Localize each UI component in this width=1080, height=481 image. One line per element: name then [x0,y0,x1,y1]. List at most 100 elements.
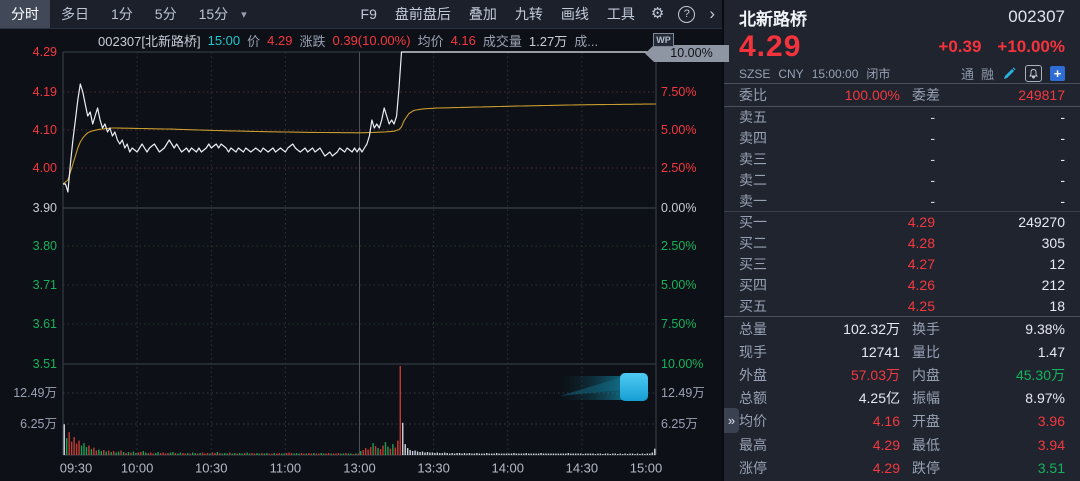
market-status: 闭市 [866,67,891,81]
stat-label: 均价 [739,413,767,430]
timeshare-chart[interactable]: 4.29 4.19 4.10 4.00 3.90 3.80 3.71 3.61 3.51 7.50… [0,28,722,481]
menu-item-1[interactable]: 盘前盘后 [394,6,451,22]
settings-gear-icon[interactable]: ⚙ [650,5,665,22]
stat-label: 总量 [739,320,767,337]
quote-header: 北新路桥 002307 [739,0,1065,30]
divider [724,106,1080,107]
period-tab-4[interactable]: 15分 [198,6,229,22]
ask-row-3[interactable]: 卖二 - - [739,169,1065,190]
ask-price: - [930,150,935,167]
ask-row-4[interactable]: 卖一 - - [739,190,1065,211]
stat-value: 8.97% [1025,390,1065,407]
volume-axis-label: 12.49万 [13,386,57,400]
bid-label: 买三 [739,255,767,272]
stats-row-1: 现手 12741 量比 1.47 [739,340,1065,363]
bid-row-0[interactable]: 买一 4.29 249270 [739,212,1065,233]
add-plus-icon[interactable]: + [1050,66,1065,81]
last-price: 4.29 [739,30,802,63]
percent-axis-label: 2.50% [661,239,696,253]
tag-badge: 融 [980,67,994,82]
chart-header: 002307[北新路桥] 15:00 价 4.29 涨跌 0.39(10.00%) 均价 4.… [98,31,644,50]
stat-label: 换手 [912,320,940,337]
price-line [63,51,656,193]
time-axis-label: 13:00 [343,461,376,476]
ask-row-0[interactable]: 卖五 - - [739,107,1065,128]
stats-row-5: 最高 4.29 最低 3.94 [739,433,1065,456]
price-row: 4.29 +0.39 +10.00% [739,30,1065,64]
stats-row-0: 总量 102.32万 换手 9.38% [739,317,1065,340]
stat-label: 量比 [912,343,940,360]
time-axis-label: 15:00 [630,461,663,476]
period-tab-2[interactable]: 1分 [111,6,133,22]
volume-axis-label: 6.25万 [661,417,698,431]
help-icon[interactable]: ? [678,5,696,23]
menu-item-0[interactable]: F9 [360,6,377,22]
ask-label: 卖二 [739,171,767,188]
stat-label: 最低 [912,436,940,453]
bid-label: 买一 [739,214,767,231]
stats-grid: 总量 102.32万 换手 9.38% 现手 12741 量比 1.47 外盘 57.03万 内盘 4… [739,317,1065,479]
bid-row-3[interactable]: 买四 4.26 212 [739,274,1065,295]
chart-header-item: 成交量 [482,34,522,49]
bid-price: 4.28 [907,235,935,252]
menu-item-4[interactable]: 画线 [560,6,589,22]
stat-value: 57.03万 [850,366,900,383]
bid-volume: 12 [1049,255,1065,272]
ask-label: 卖三 [739,150,767,167]
ask-price: - [930,192,935,209]
price-axis-label: 4.19 [33,85,57,99]
divider [724,210,1080,212]
bid-row-2[interactable]: 买三 4.27 12 [739,254,1065,275]
period-dropdown-icon[interactable]: ▾ [241,8,247,21]
more-chevron-icon[interactable]: › [709,4,715,23]
percent-axis-label: 7.50% [661,85,696,99]
quote-time: 15:00:00 [811,66,859,81]
ask-price: - [930,171,935,188]
stock-code: 002307 [1008,7,1065,26]
edit-pencil-icon[interactable] [1002,66,1017,81]
stat-value: 3.51 [1037,459,1065,476]
stat-label: 跌停 [912,459,940,476]
percent-axis-label: 10.00% [661,357,703,371]
divider [724,83,1080,84]
bid-row-1[interactable]: 买二 4.28 305 [739,233,1065,254]
menu-item-5[interactable]: 工具 [606,6,635,22]
ask-row-1[interactable]: 卖四 - - [739,128,1065,149]
period-tab-0[interactable]: 分时 [0,0,50,28]
market-info-row: SZSE CNY 15:00:00 闭市 通融 + [739,64,1065,83]
chart-header-item: 4.16 [450,33,476,48]
alert-bell-icon[interactable] [1025,65,1042,82]
panel-expander[interactable]: » [724,408,739,433]
stat-label: 振幅 [912,390,940,407]
percent-axis-label: 5.00% [661,123,696,137]
price-axis-label: 3.51 [33,357,57,371]
ask-volume: - [1060,171,1065,188]
chart-period-tabs: 分时 多日 1分 5分 15分 [0,0,239,28]
eligibility-tags: 通融 [961,64,994,83]
ask-label: 卖四 [739,130,767,147]
time-axis-label: 09:30 [60,461,93,476]
ask-volume: - [1060,150,1065,167]
chart-header-item: 002307[北新路桥] [98,34,201,49]
menu-item-2[interactable]: 叠加 [468,6,497,22]
menu-item-3[interactable]: 九转 [514,6,543,22]
chart-header-item: 价 [247,34,261,49]
bid-label: 买四 [739,276,767,293]
stock-name: 北新路桥 [739,9,807,29]
bid-volume: 212 [1041,276,1065,293]
ask-row-2[interactable]: 卖三 - - [739,149,1065,170]
stat-label: 内盘 [912,366,940,383]
bid-row-4[interactable]: 买五 4.25 18 [739,295,1065,316]
chart-header-item: 涨跌 [299,34,326,49]
period-tab-1[interactable]: 多日 [61,6,89,22]
period-tab-3[interactable]: 5分 [154,6,177,22]
wp-badge[interactable]: WP [653,33,674,47]
divider [724,315,1080,317]
time-axis-label: 10:30 [195,461,228,476]
bid-label: 买五 [739,297,767,314]
toolbar-menu: F9 盘前盘后 叠加 九转 画线 工具 [352,0,644,28]
percent-axis-label: 5.00% [661,278,696,292]
time-axis-label: 14:30 [566,461,599,476]
ask-label: 卖一 [739,192,767,209]
